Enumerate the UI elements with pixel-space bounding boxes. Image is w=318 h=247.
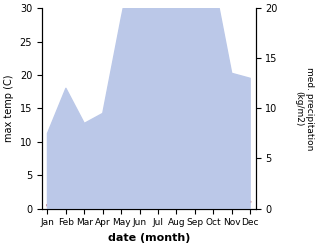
X-axis label: date (month): date (month) bbox=[107, 233, 190, 243]
Y-axis label: max temp (C): max temp (C) bbox=[4, 75, 14, 142]
Y-axis label: med. precipitation
(kg/m2): med. precipitation (kg/m2) bbox=[294, 67, 314, 150]
